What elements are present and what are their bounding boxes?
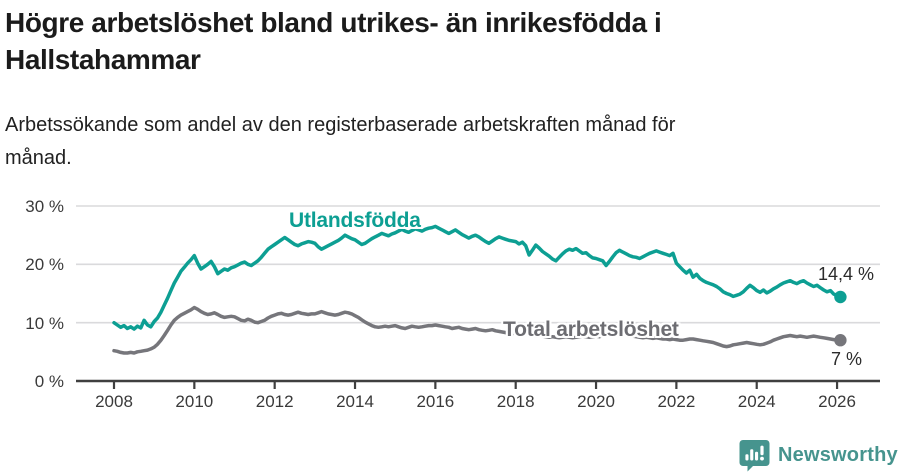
- series-label-total-arbetsloshet: Total arbetslöshet: [503, 318, 679, 341]
- end-value-utlandsfodda: 14,4 %: [817, 264, 874, 284]
- x-tick-label-2012: 2012: [255, 392, 294, 411]
- x-tick-label-2022: 2022: [657, 392, 696, 411]
- y-tick-label-30: 30 %: [25, 197, 64, 216]
- x-tick-label-2020: 2020: [577, 392, 615, 411]
- title-line-1: Högre arbetslöshet bland utrikes- än inr…: [5, 7, 662, 38]
- newsworthy-wordmark: Newsworthy: [778, 444, 898, 466]
- series-line-total-arbetsl-shet: [112, 305, 843, 355]
- x-tick-label-2016: 2016: [416, 392, 455, 411]
- x-tick-label-2018: 2018: [496, 392, 535, 411]
- subtitle-line-1: Arbetssökande som andel av den registerb…: [5, 114, 676, 136]
- x-tick-label-2026: 2026: [818, 392, 856, 411]
- end-dot-total-arbetsl-shet: [834, 334, 847, 347]
- subtitle-line-2: månad.: [5, 147, 72, 169]
- y-tick-label-20: 20 %: [25, 255, 64, 275]
- x-tick-label-2014: 2014: [336, 392, 374, 411]
- x-tick-label-2010: 2010: [175, 392, 214, 411]
- series-label-utlandsfodda: Utlandsfödda: [289, 209, 421, 232]
- end-dot-utlandsf-dda: [834, 290, 847, 304]
- page-title: Högre arbetslöshet bland utrikes- än inr…: [5, 4, 885, 78]
- end-value-total: 7 %: [830, 349, 862, 369]
- x-tick-label-2008: 2008: [95, 392, 133, 411]
- chart-subtitle: Arbetssökande som andel av den registerb…: [5, 109, 865, 175]
- newsworthy-chart-bubble-icon: [739, 440, 770, 472]
- y-tick-label-0: 0 %: [34, 372, 64, 391]
- x-tick-label-2024: 2024: [737, 392, 776, 411]
- title-line-2: Hallstahammar: [5, 44, 201, 75]
- y-tick-label-10: 10 %: [25, 313, 64, 333]
- newsworthy-logo: Newsworthy: [739, 439, 898, 472]
- series-line-utlandsf-dda: [112, 224, 843, 331]
